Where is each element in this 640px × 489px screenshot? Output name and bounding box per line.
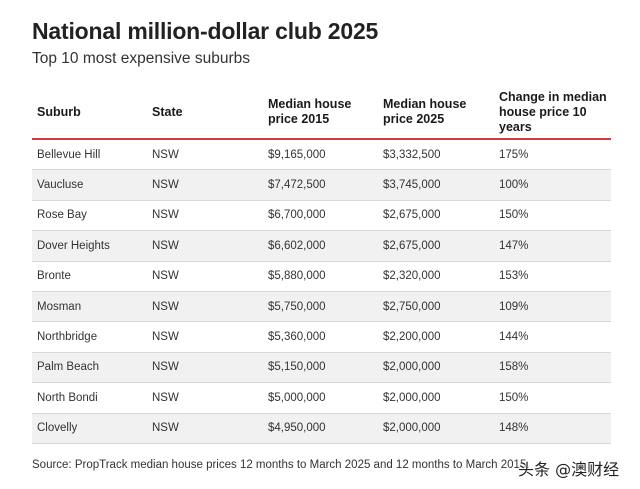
- cell-price-2015: $5,360,000: [268, 331, 326, 344]
- header-price-2015: Median house price 2015: [268, 97, 352, 126]
- cell-state: NSW: [152, 391, 179, 404]
- cell-suburb: Palm Beach: [37, 361, 100, 374]
- cell-price-2015: $5,880,000: [268, 270, 326, 283]
- cell-state: NSW: [152, 209, 179, 222]
- cell-price-2025: $2,750,000: [383, 300, 441, 313]
- table-row: Mosman NSW $5,750,000 $2,750,000 109%: [32, 291, 611, 323]
- cell-change: 175%: [499, 148, 529, 161]
- cell-state: NSW: [152, 270, 179, 283]
- cell-price-2025: $2,000,000: [383, 361, 441, 374]
- cell-change: 109%: [499, 300, 529, 313]
- table-row: Northbridge NSW $5,360,000 $2,200,000 144%: [32, 322, 611, 353]
- cell-price-2015: $6,602,000: [268, 239, 326, 252]
- cell-suburb: Rose Bay: [37, 209, 87, 222]
- cell-suburb: Dover Heights: [37, 239, 110, 252]
- cell-suburb: Vaucluse: [37, 179, 84, 192]
- cell-state: NSW: [152, 148, 179, 161]
- cell-price-2025: $2,675,000: [383, 239, 441, 252]
- table-row: Vaucluse NSW $7,472,500 $3,745,000 100%: [32, 170, 611, 201]
- cell-suburb: Clovelly: [37, 422, 78, 435]
- table-row: Bronte NSW $5,880,000 $2,320,000 153%: [32, 262, 611, 292]
- cell-price-2025: $2,000,000: [383, 422, 441, 435]
- cell-change: 150%: [499, 391, 529, 404]
- cell-change: 150%: [499, 209, 529, 222]
- cell-price-2025: $2,200,000: [383, 331, 441, 344]
- cell-suburb: Bellevue Hill: [37, 148, 101, 161]
- table-row: Bellevue Hill NSW $9,165,000 $3,332,500 175%: [32, 140, 611, 171]
- cell-suburb: Northbridge: [37, 331, 98, 344]
- cell-price-2025: $3,745,000: [383, 179, 441, 192]
- cell-state: NSW: [152, 239, 179, 252]
- cell-change: 158%: [499, 361, 529, 374]
- cell-suburb: Mosman: [37, 300, 82, 313]
- cell-price-2015: $5,150,000: [268, 361, 326, 374]
- cell-price-2025: $2,000,000: [383, 391, 441, 404]
- table-row: Clovelly NSW $4,950,000 $2,000,000 148%: [32, 413, 611, 444]
- cell-change: 100%: [499, 179, 529, 192]
- header-suburb: Suburb: [37, 104, 81, 119]
- cell-suburb: Bronte: [37, 270, 71, 283]
- cell-state: NSW: [152, 422, 179, 435]
- cell-state: NSW: [152, 300, 179, 313]
- cell-price-2015: $9,165,000: [268, 148, 326, 161]
- cell-state: NSW: [152, 331, 179, 344]
- cell-price-2025: $3,332,500: [383, 148, 441, 161]
- table-row: Dover Heights NSW $6,602,000 $2,675,000 147%: [32, 231, 611, 262]
- table-row: North Bondi NSW $5,000,000 $2,000,000 150%: [32, 383, 611, 414]
- cell-change: 144%: [499, 331, 529, 344]
- header-change: Change in median house price 10 years: [499, 89, 607, 134]
- cell-state: NSW: [152, 361, 179, 374]
- suburb-price-table: Suburb State Median house price 2015 Med…: [32, 86, 611, 444]
- source-note: Source: PropTrack median house prices 12…: [32, 459, 530, 471]
- cell-price-2025: $2,320,000: [383, 270, 441, 283]
- table-row: Palm Beach NSW $5,150,000 $2,000,000 158%: [32, 352, 611, 384]
- page-title: National million-dollar club 2025: [32, 18, 379, 44]
- table-header: Suburb State Median house price 2015 Med…: [32, 86, 611, 140]
- header-state: State: [152, 104, 183, 119]
- header-price-2025: Median house price 2025: [383, 97, 467, 126]
- cell-price-2025: $2,675,000: [383, 209, 441, 222]
- page-subtitle: Top 10 most expensive suburbs: [32, 50, 250, 67]
- cell-change: 147%: [499, 239, 529, 252]
- cell-price-2015: $7,472,500: [268, 179, 326, 192]
- watermark: 头条 @澳财经: [518, 460, 620, 479]
- cell-state: NSW: [152, 179, 179, 192]
- cell-suburb: North Bondi: [37, 391, 98, 404]
- cell-change: 153%: [499, 270, 529, 283]
- cell-price-2015: $4,950,000: [268, 422, 326, 435]
- table-row: Rose Bay NSW $6,700,000 $2,675,000 150%: [32, 201, 611, 232]
- cell-price-2015: $5,000,000: [268, 391, 326, 404]
- table-body: Bellevue Hill NSW $9,165,000 $3,332,500 175%…: [32, 140, 611, 444]
- cell-change: 148%: [499, 422, 529, 435]
- cell-price-2015: $6,700,000: [268, 209, 326, 222]
- cell-price-2015: $5,750,000: [268, 300, 326, 313]
